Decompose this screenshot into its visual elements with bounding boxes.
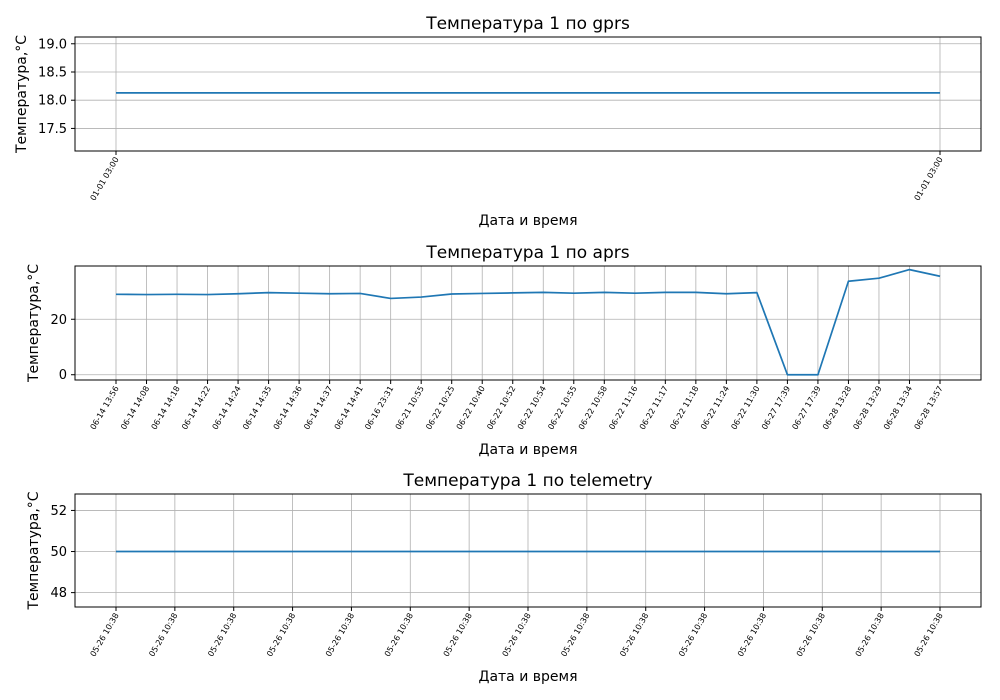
x-tick-label: 06-22 11:24 — [699, 385, 731, 432]
chart-title: Температура 1 по gprs — [425, 14, 630, 34]
x-tick-label: 01-01 03:00 — [89, 156, 121, 203]
x-tick-label: 06-28 13:34 — [882, 385, 914, 432]
x-tick-label: 06-22 10:54 — [516, 385, 548, 432]
x-tick-label: 06-21 10:55 — [394, 385, 426, 432]
x-tick-label: 06-14 14:35 — [241, 385, 273, 432]
y-tick-label: 52 — [50, 504, 67, 519]
y-axis-label: Температура,°C — [14, 35, 30, 154]
y-tick-label: 0 — [59, 368, 67, 383]
x-tick-label: 06-14 14:37 — [302, 385, 334, 432]
chart-title: Температура 1 по aprs — [425, 243, 629, 263]
x-tick-label: 06-27 17:39 — [760, 385, 792, 432]
series-line — [115, 268, 941, 376]
x-tick-label: 06-22 11:30 — [729, 385, 761, 432]
x-tick-label: 06-22 11:18 — [668, 385, 700, 432]
y-axis-label: Температура,°C — [26, 491, 42, 610]
x-tick-label: 06-16 23:31 — [363, 385, 395, 432]
x-tick-label: 05-26 10:38 — [559, 612, 591, 659]
x-tick-label: 05-26 10:38 — [206, 612, 238, 659]
y-tick-label: 20 — [50, 313, 67, 328]
x-axis-label: Дата и время — [479, 213, 578, 229]
x-tick-label: 06-14 14:18 — [150, 385, 182, 432]
x-tick-label: 06-14 13:56 — [89, 385, 121, 432]
x-tick-label: 06-22 11:16 — [607, 385, 639, 432]
plot-frame — [74, 36, 982, 152]
chart-title: Температура 1 по telemetry — [402, 471, 652, 491]
x-tick-label: 06-22 10:52 — [485, 385, 517, 432]
x-tick-label: 05-26 10:38 — [501, 612, 533, 659]
x-tick-label: 05-26 10:38 — [913, 612, 945, 659]
y-tick-label: 19.0 — [38, 37, 67, 52]
subplot-3: 48 50 52 05-26 10:38 05-26 10:38 05-26 10:38 0… — [26, 471, 982, 685]
x-tick-label: 05-26 10:38 — [265, 612, 297, 659]
x-tick-label: 05-26 10:38 — [383, 612, 415, 659]
subplot-1: 17.5 18.0 18.5 19.0 01-01 03:00 01-01 03:00 Те… — [14, 14, 982, 229]
x-tick-label: 05-26 10:38 — [618, 612, 650, 659]
x-tick-label: 06-22 10:40 — [455, 385, 487, 432]
y-tick-label: 18.5 — [38, 65, 67, 80]
x-tick-label: 05-26 10:38 — [677, 612, 709, 659]
x-tick-label: 05-26 10:38 — [795, 612, 827, 659]
x-tick-label: 06-22 10:25 — [424, 385, 456, 432]
x-tick-label: 06-22 11:17 — [638, 385, 670, 432]
plot-frame — [74, 265, 982, 381]
y-tick-label: 48 — [50, 586, 67, 601]
x-tick-label: 06-27 17:39 — [790, 385, 822, 432]
y-tick-label: 18.0 — [38, 94, 67, 109]
x-axis-label: Дата и время — [479, 669, 578, 685]
x-tick-label: 06-28 13:29 — [851, 385, 883, 432]
x-tick-label: 01-01 03:00 — [913, 156, 945, 203]
x-tick-label: 05-26 10:38 — [89, 612, 121, 659]
x-tick-label: 06-28 13:28 — [821, 385, 853, 432]
x-tick-label: 06-14 14:36 — [272, 385, 304, 432]
x-tick-label: 06-22 10:55 — [546, 385, 578, 432]
x-tick-label: 05-26 10:38 — [736, 612, 768, 659]
x-tick-label: 06-14 14:22 — [180, 385, 212, 432]
x-tick-label: 05-26 10:38 — [442, 612, 474, 659]
y-tick-label: 17.5 — [38, 122, 67, 137]
x-tick-label: 06-14 14:08 — [119, 385, 151, 432]
y-axis-label: Температура,°C — [26, 264, 42, 383]
x-tick-label: 05-26 10:38 — [854, 612, 886, 659]
x-tick-label: 06-22 10:58 — [577, 385, 609, 432]
x-axis-label: Дата и время — [479, 442, 578, 458]
y-tick-label: 50 — [50, 545, 67, 560]
x-tick-label: 06-14 14:24 — [211, 385, 243, 432]
x-tick-label: 05-26 10:38 — [324, 612, 356, 659]
x-tick-label: 06-28 13:57 — [913, 385, 945, 432]
x-tick-label: 05-26 10:38 — [147, 612, 179, 659]
x-tick-label: 06-14 14:41 — [333, 385, 365, 432]
